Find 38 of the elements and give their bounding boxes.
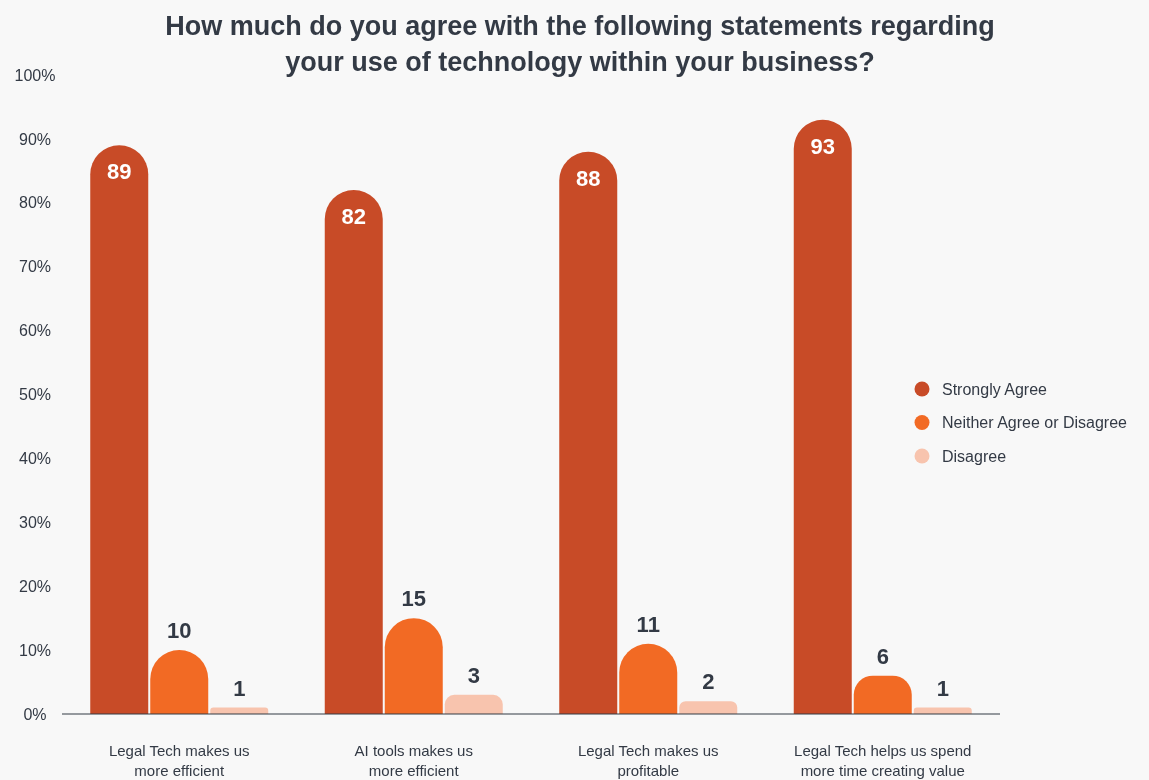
data-label: 3 [467, 662, 480, 688]
x-tick-label: Legal Tech helps us spend more time creating value [794, 742, 972, 779]
data-label: 11 [636, 611, 660, 637]
y-tick-label: 100% [14, 66, 56, 84]
bar [90, 145, 149, 714]
data-label: 88 [576, 165, 601, 191]
legend-label: Neither Agree or Disagree [942, 414, 1128, 432]
y-tick-label: 10% [18, 641, 52, 659]
y-tick-label: 70% [18, 258, 52, 276]
data-label: 93 [810, 133, 835, 159]
legend-label: Disagree [942, 447, 1007, 465]
y-tick-label: 0% [23, 705, 47, 723]
bar [324, 190, 383, 714]
bar [444, 694, 503, 714]
data-label: 1 [233, 675, 246, 701]
data-label: 82 [341, 204, 366, 230]
x-tick-label: AI tools makes us more efficient [354, 742, 473, 779]
y-tick-label: 60% [18, 322, 52, 340]
data-label: 10 [167, 618, 192, 644]
bar [679, 701, 738, 714]
y-tick-label: 40% [18, 450, 52, 467]
bar [559, 151, 618, 714]
y-tick-label: 30% [18, 513, 52, 531]
bar [384, 618, 443, 714]
data-label: 2 [702, 669, 715, 695]
y-tick-label: 50% [18, 386, 52, 404]
x-tick-label: Legal Tech makes us more efficient [108, 742, 250, 779]
y-tick-label: 80% [18, 194, 52, 212]
data-label: 1 [936, 675, 949, 701]
y-tick-label: 90% [18, 130, 52, 148]
legend-label: Strongly Agree [942, 380, 1048, 398]
data-label: 89 [107, 159, 132, 185]
data-label: 15 [401, 586, 426, 612]
bar [793, 119, 852, 714]
data-label: 6 [876, 643, 889, 669]
x-tick-label: Legal Tech makes us profitable [577, 742, 719, 779]
chart-title: How much do you agree with the following statements regarding your use of technology within your business? [165, 11, 995, 77]
y-tick-label: 20% [18, 577, 52, 595]
